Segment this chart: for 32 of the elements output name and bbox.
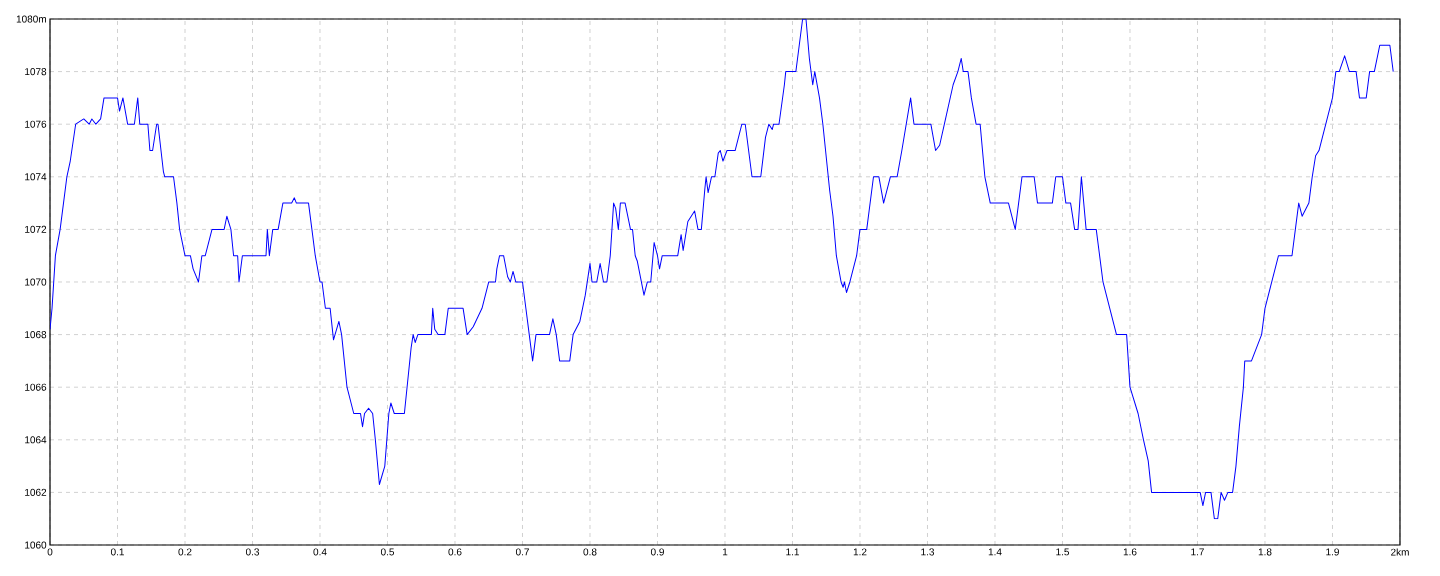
x-tick-label: 1.1 xyxy=(786,548,799,556)
y-tick-label: 1076 xyxy=(25,120,47,128)
x-tick-label: 2km xyxy=(1391,548,1409,556)
x-tick-label: 1.4 xyxy=(988,548,1002,556)
x-tick-label: 0.2 xyxy=(178,548,192,556)
x-tick-label: 1.2 xyxy=(853,548,867,556)
x-tick-label: 0.6 xyxy=(448,548,462,556)
x-tick-label: 0.1 xyxy=(110,548,124,556)
x-tick-label: 1.9 xyxy=(1326,548,1339,556)
y-tick-label: 1068 xyxy=(25,331,47,339)
x-tick-label: 0.7 xyxy=(515,548,529,556)
y-tick-label: 1060 xyxy=(25,541,47,549)
y-tick-label: 1062 xyxy=(25,488,47,496)
y-tick-label: 1064 xyxy=(25,436,47,444)
x-tick-label: 1.8 xyxy=(1258,548,1272,556)
x-tick-label: 0.4 xyxy=(313,548,327,556)
y-tick-label: 1078 xyxy=(25,68,47,76)
y-tick-label: 1072 xyxy=(25,225,47,233)
x-tick-label: 1.7 xyxy=(1191,548,1204,556)
y-tick-label: 1074 xyxy=(25,173,47,181)
x-tick-label: 1.6 xyxy=(1123,548,1137,556)
x-tick-label: 1 xyxy=(722,548,728,556)
y-tick-label: 1066 xyxy=(25,383,47,391)
x-tick-label: 0 xyxy=(47,548,53,556)
x-tick-label: 0.8 xyxy=(583,548,597,556)
x-tick-label: 1.3 xyxy=(921,548,934,556)
x-tick-label: 1.5 xyxy=(1056,548,1070,556)
x-tick-label: 0.3 xyxy=(245,548,260,556)
y-tick-label: 1080m xyxy=(16,15,46,23)
x-tick-label: 0.9 xyxy=(650,548,664,556)
x-tick-label: 0.5 xyxy=(380,548,395,556)
y-tick-label: 1070 xyxy=(25,278,47,286)
